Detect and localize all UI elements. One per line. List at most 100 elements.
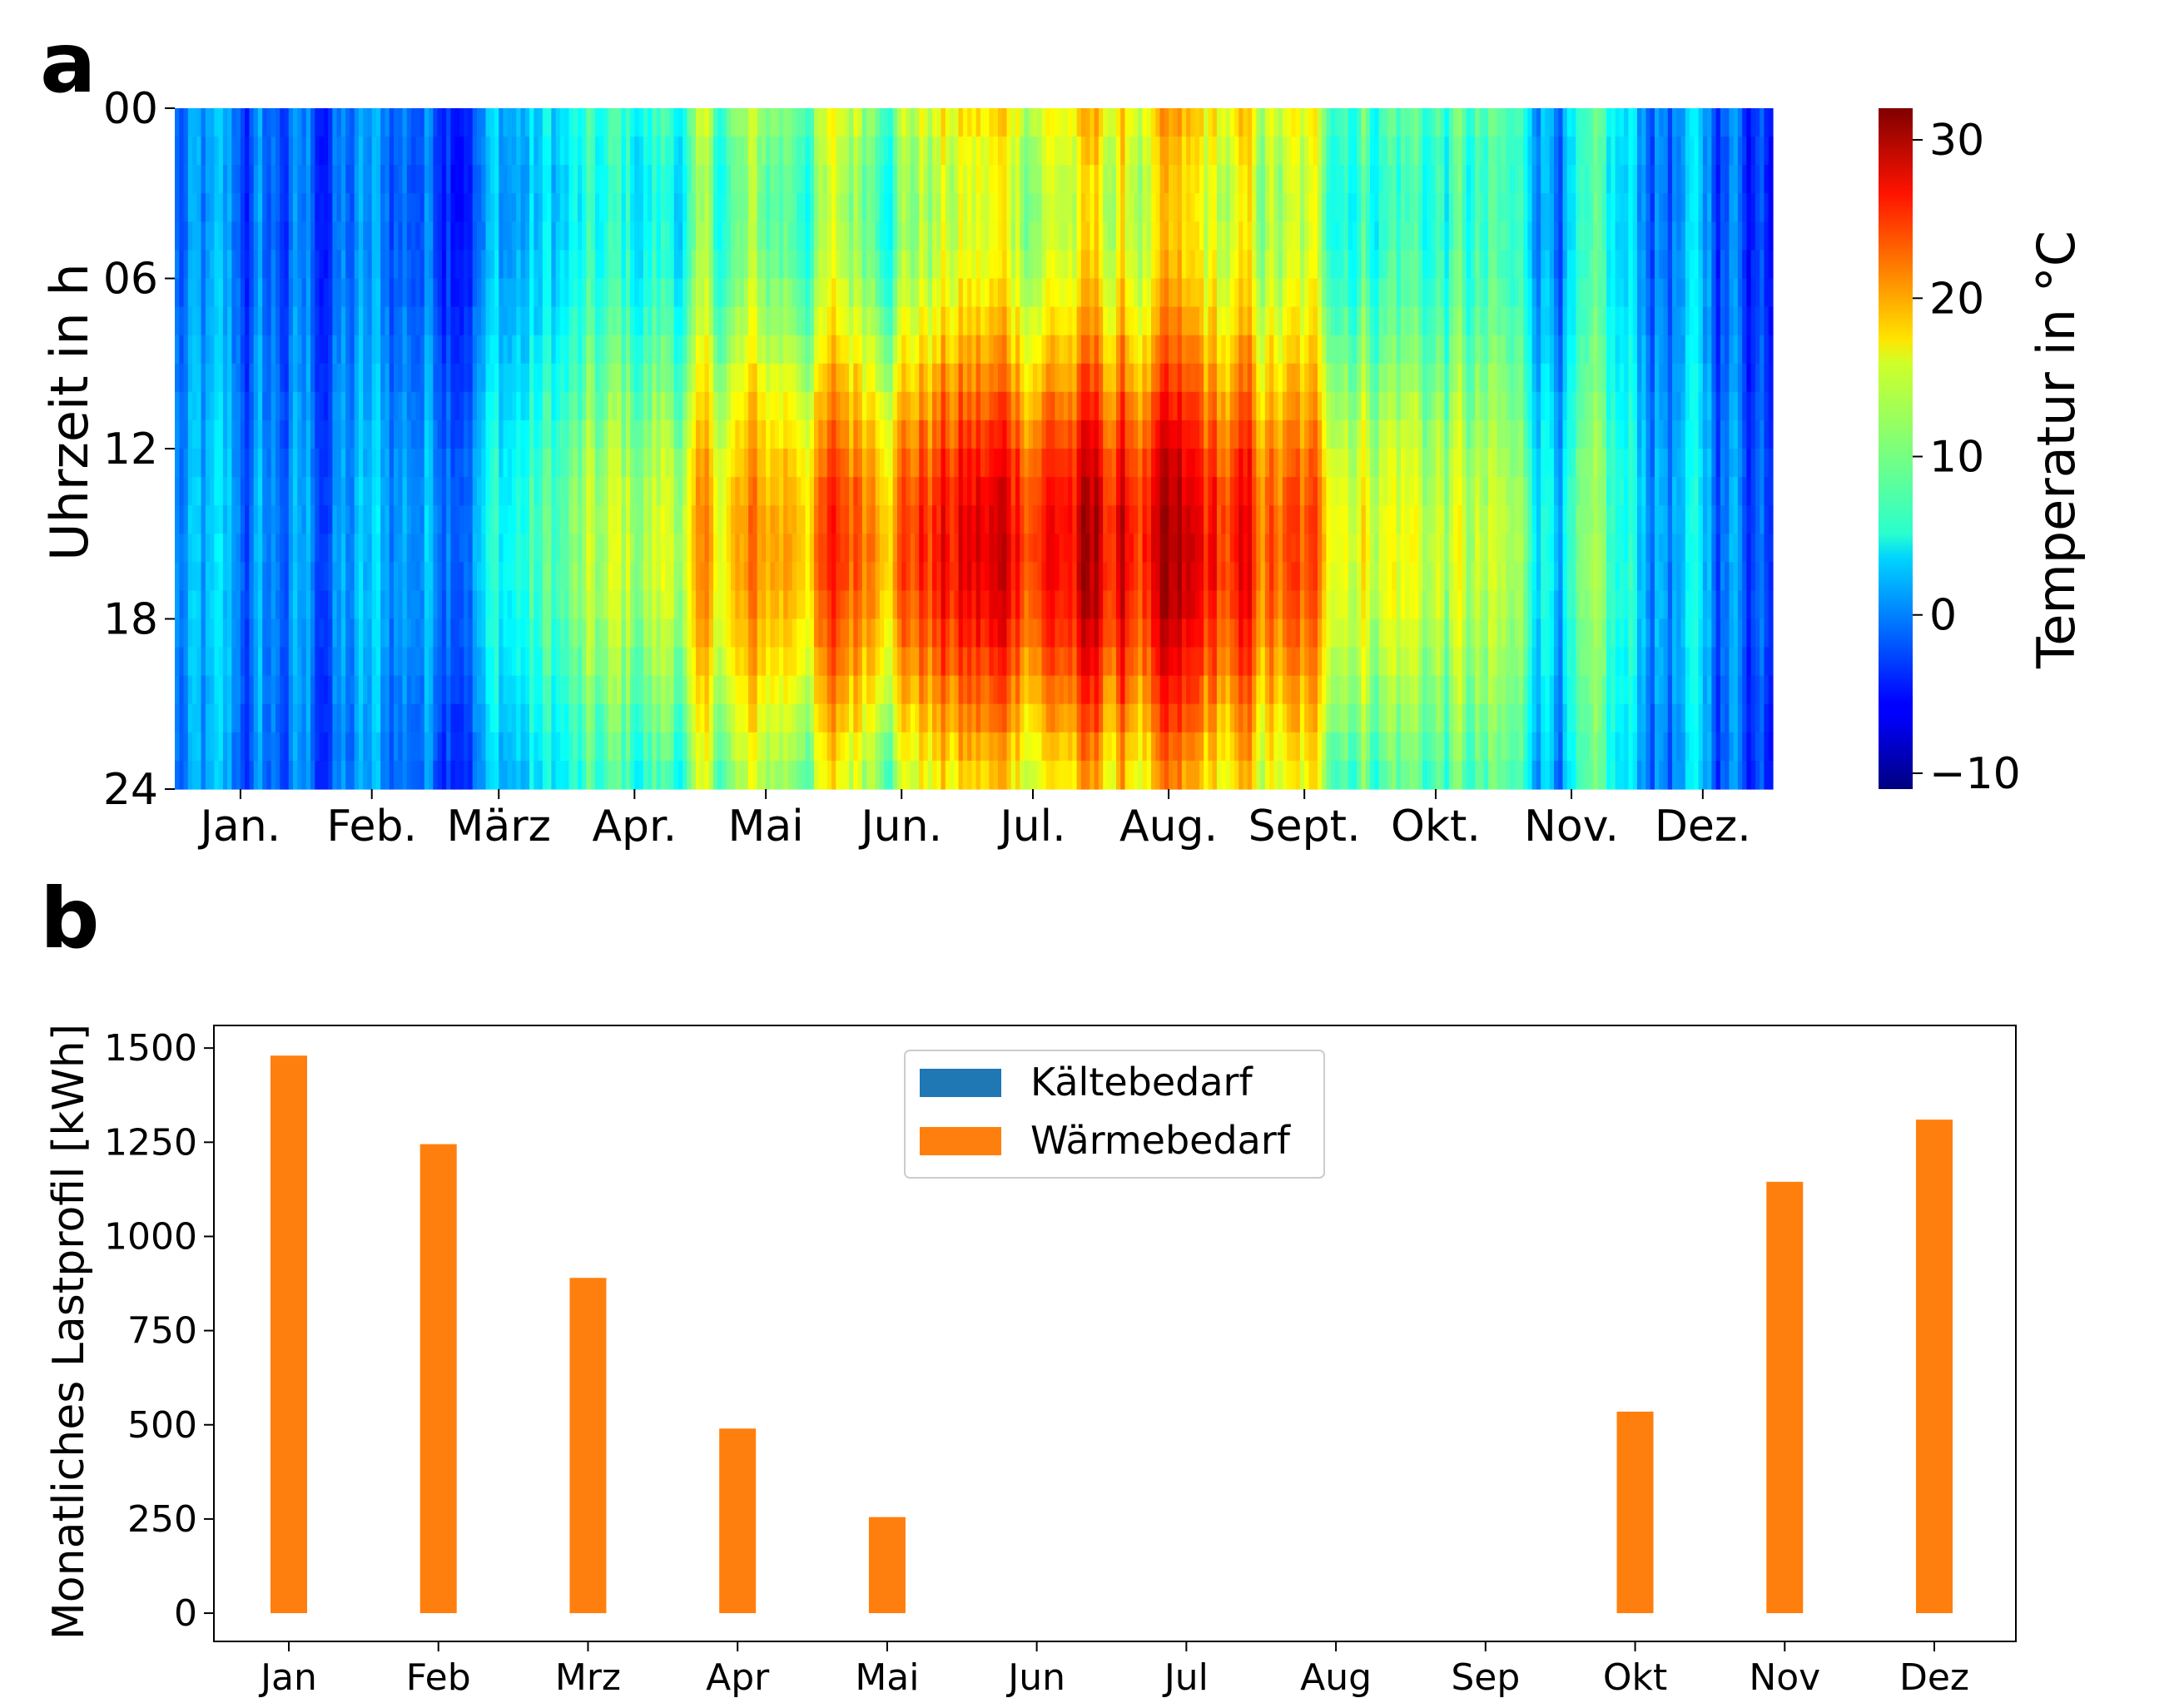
heatmap-cell xyxy=(801,703,807,733)
heatmap-cell xyxy=(603,760,609,790)
heatmap-cell xyxy=(210,477,215,506)
heatmap-cell xyxy=(231,221,237,251)
heatmap-cell xyxy=(621,250,627,280)
heatmap-cell xyxy=(630,505,635,534)
heatmap-cell xyxy=(183,335,189,365)
heatmap-cell xyxy=(985,137,990,166)
heatmap-cell xyxy=(997,137,1003,166)
heatmap-cell xyxy=(227,221,232,251)
heatmap-cell xyxy=(1045,505,1051,534)
heatmap-cell xyxy=(695,477,701,506)
heatmap-cell xyxy=(240,732,246,762)
heatmap-cell xyxy=(542,221,548,251)
heatmap-cell xyxy=(613,760,618,790)
heatmap-cell xyxy=(927,618,933,648)
heatmap-cell xyxy=(253,137,259,166)
heatmap-cell xyxy=(739,193,745,222)
heatmap-cell xyxy=(722,590,727,620)
heatmap-cell xyxy=(192,618,197,648)
heatmap-cell xyxy=(1072,420,1078,449)
heatmap-cell xyxy=(896,647,902,677)
heatmap-cell xyxy=(227,193,232,222)
heatmap-cell xyxy=(691,703,697,733)
heatmap-cell xyxy=(529,306,534,336)
heatmap-cell xyxy=(385,732,390,762)
heatmap-cell xyxy=(214,562,220,592)
heatmap-cell xyxy=(380,675,386,705)
heatmap-cell xyxy=(866,675,871,705)
heatmap-cell xyxy=(936,703,942,733)
heatmap-cell xyxy=(564,108,570,137)
heatmap-cell xyxy=(875,647,881,677)
heatmap-cell xyxy=(275,449,280,478)
heatmap-cell xyxy=(310,449,315,478)
heatmap-cell xyxy=(222,647,228,677)
heatmap-cell xyxy=(739,760,745,790)
heatmap-cell xyxy=(695,534,701,563)
heatmap-cell xyxy=(253,760,259,790)
heatmap-cell xyxy=(971,732,977,762)
heatmap-cell xyxy=(1055,505,1060,534)
heatmap-cell xyxy=(555,618,561,648)
heatmap-cell xyxy=(577,534,583,563)
heatmap-cell xyxy=(861,108,867,137)
heatmap-cell xyxy=(643,675,648,705)
heatmap-cell xyxy=(485,477,491,506)
heatmap-cell xyxy=(950,732,955,762)
heatmap-cell xyxy=(748,675,753,705)
heatmap-cell xyxy=(1050,278,1055,308)
heatmap-cell xyxy=(494,108,499,137)
heatmap-cell xyxy=(187,590,193,620)
heatmap-cell xyxy=(257,420,263,449)
heatmap-cell xyxy=(380,221,386,251)
heatmap-cell xyxy=(1041,306,1047,336)
heatmap-cell xyxy=(892,618,898,648)
heatmap-cell xyxy=(419,278,425,308)
heatmap-cell xyxy=(888,108,894,137)
heatmap-cell xyxy=(975,363,981,393)
heatmap-cell xyxy=(980,335,985,365)
heatmap-cell xyxy=(871,137,876,166)
heatmap-cell xyxy=(319,534,325,563)
heatmap-cell xyxy=(861,732,867,762)
heatmap-cell xyxy=(437,165,443,194)
heatmap-cell xyxy=(778,250,784,280)
heatmap-cell xyxy=(743,647,749,677)
heatmap-cell xyxy=(179,193,185,222)
heatmap-cell xyxy=(941,420,946,449)
heatmap-cell xyxy=(389,732,395,762)
heatmap-cell xyxy=(1045,278,1051,308)
heatmap-cell xyxy=(402,306,408,336)
heatmap-cell xyxy=(766,477,771,506)
heatmap-cell xyxy=(437,505,443,534)
heatmap-cell xyxy=(985,760,990,790)
heatmap-cell xyxy=(888,306,894,336)
heatmap-cell xyxy=(555,420,561,449)
heatmap-cell xyxy=(853,505,859,534)
heatmap-cell xyxy=(853,703,859,733)
heatmap-cell xyxy=(621,335,627,365)
heatmap-cell xyxy=(464,137,469,166)
heatmap-cell xyxy=(350,562,355,592)
heatmap-cell xyxy=(1024,221,1030,251)
heatmap-cell xyxy=(437,618,443,648)
heatmap-cell xyxy=(454,420,460,449)
heatmap-cell xyxy=(871,221,876,251)
heatmap-cell xyxy=(888,534,894,563)
heatmap-cell xyxy=(840,590,846,620)
heatmap-cell xyxy=(936,420,942,449)
heatmap-cell xyxy=(538,108,544,137)
heatmap-cell xyxy=(787,647,793,677)
heatmap-cell xyxy=(380,732,386,762)
heatmap-cell xyxy=(927,647,933,677)
heatmap-cell xyxy=(687,221,692,251)
heatmap-cell xyxy=(761,703,767,733)
heatmap-cell xyxy=(774,562,780,592)
heatmap-cell xyxy=(293,477,298,506)
heatmap-cell xyxy=(385,449,390,478)
heatmap-cell xyxy=(406,335,412,365)
heatmap-cell xyxy=(866,250,871,280)
heatmap-cell xyxy=(472,391,478,421)
heatmap-cell xyxy=(700,420,706,449)
heatmap-cell xyxy=(708,391,714,421)
